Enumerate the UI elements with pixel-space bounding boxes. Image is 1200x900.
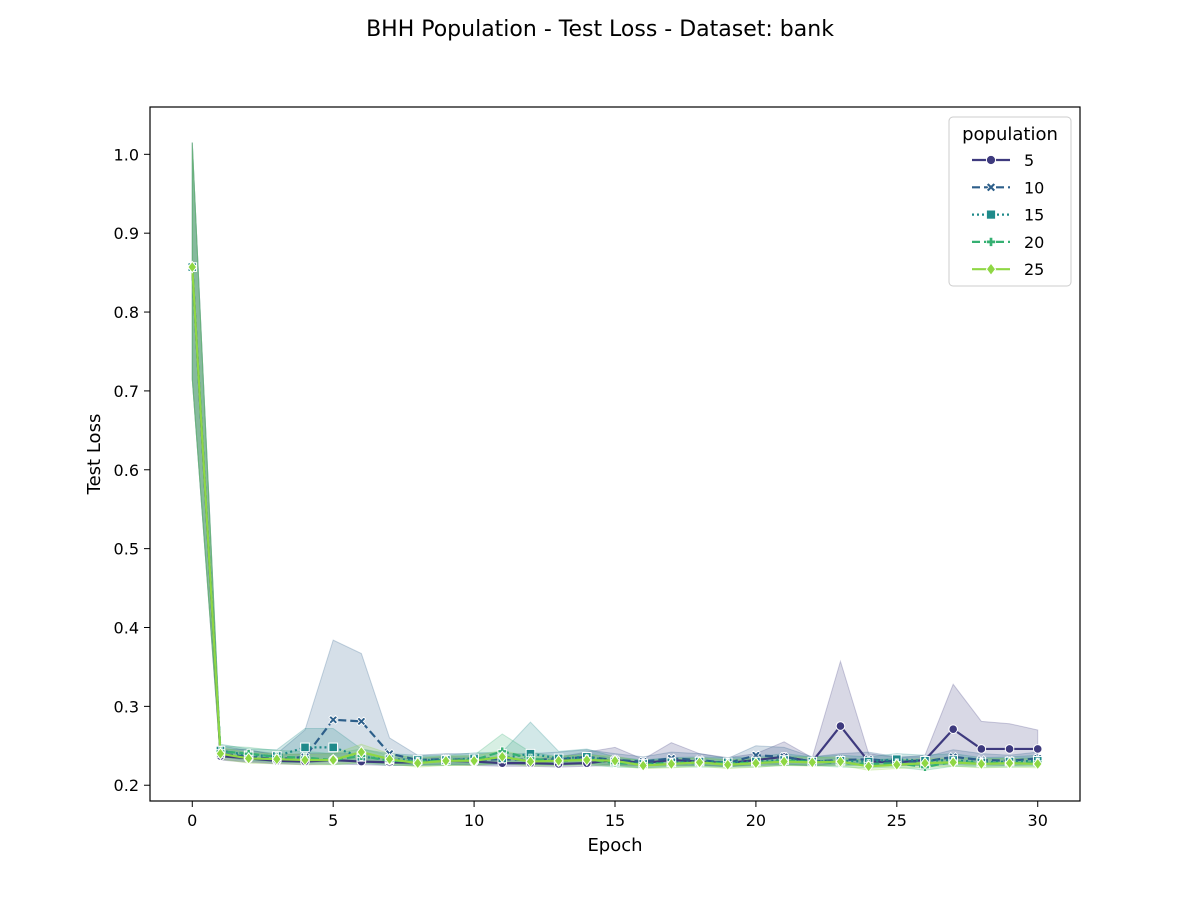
series-markers [187,260,1043,773]
point-series-25-27 [948,755,959,769]
x-axis-label: Epoch [587,835,642,856]
point-series-15-5 [328,742,338,753]
point-series-10-5 [328,714,339,725]
point-series-25-18 [694,755,705,769]
legend-marker-5 [985,154,997,166]
y-axis-label: Test Loss [84,414,105,496]
legend-label-5: 5 [1024,151,1034,170]
chart-title: BHH Population - Test Loss - Dataset: ba… [366,17,834,42]
band-series-25 [191,142,1039,771]
point-series-25-7 [384,752,395,766]
point-series-25-20 [750,756,761,770]
y-tick-label: 0.2 [114,776,139,795]
point-series-25-29 [1004,756,1015,770]
y-tick-label: 0.5 [114,540,139,559]
legend-title: population [962,124,1058,145]
point-series-5-23 [835,721,846,731]
point-series-25-4 [300,753,310,767]
band-series-5 [191,142,1039,768]
point-series-25-21 [779,755,790,768]
point-series-25-13 [553,754,564,768]
legend-marker-15 [985,209,997,220]
point-series-25-6 [356,745,367,759]
y-tick-label: 0.9 [114,224,139,243]
x-tick-label: 0 [187,811,197,830]
legend-marker-20 [986,236,996,247]
x-tick-label: 5 [328,811,338,830]
y-tick-label: 0.4 [114,619,139,638]
point-series-25-19 [722,758,733,772]
point-series-25-1 [215,747,226,761]
legend: population 5 10 15 20 25 [948,116,1072,287]
y-tick-label: 0.6 [114,461,139,480]
point-series-25-16 [638,759,649,772]
point-series-25-5 [328,753,339,767]
legend-marker-25 [985,262,997,277]
legend-marker-10 [985,182,997,193]
x-tick-label: 25 [887,811,907,830]
point-series-25-12 [525,755,536,768]
x-tick-label: 10 [464,811,484,830]
point-series-25-14 [581,753,592,767]
point-series-5-29 [1004,744,1015,754]
point-series-10-6 [356,716,367,727]
point-series-25-17 [666,757,677,771]
point-series-5-28 [976,744,987,754]
legend-label-20: 20 [1024,233,1044,252]
legend-label-10: 10 [1024,178,1044,197]
point-series-25-24 [863,759,874,773]
confidence-bands [191,142,1039,771]
legend-label-25: 25 [1024,260,1044,279]
point-series-25-10 [469,754,480,768]
x-tick-label: 15 [605,811,625,830]
y-tick-label: 0.7 [114,382,139,401]
x-tick-label: 20 [746,811,766,830]
point-series-25-8 [412,756,423,770]
point-series-5-27 [948,724,958,735]
point-series-25-25 [891,758,902,772]
point-series-25-11 [497,750,508,764]
x-tick-label: 30 [1028,811,1048,830]
y-tick-label: 0.3 [114,697,139,716]
point-series-25-30 [1032,757,1043,771]
y-axis: 0.2 0.3 0.4 0.5 0.6 0.7 0.8 0.9 1.0 [114,145,150,795]
y-tick-label: 1.0 [114,145,139,164]
point-series-25-0 [187,260,198,274]
point-series-25-15 [610,754,620,768]
point-series-5-30 [1032,744,1043,754]
legend-label-15: 15 [1024,206,1044,225]
point-series-25-23 [835,755,846,768]
band-series-15 [191,142,1039,769]
y-tick-label: 0.8 [114,303,139,322]
band-series-20 [191,142,1039,771]
x-axis: 0 5 10 15 20 25 30 [187,801,1048,830]
point-series-25-26 [920,756,930,770]
point-series-25-28 [976,757,987,771]
point-series-25-3 [271,752,282,766]
point-series-25-22 [807,755,818,769]
point-series-15-4 [300,742,310,753]
plot-frame [149,106,1081,802]
legend-items: 5 10 15 20 25 [972,151,1044,279]
point-series-25-2 [243,752,254,765]
band-series-10 [191,142,1039,768]
point-series-25-9 [440,754,451,768]
